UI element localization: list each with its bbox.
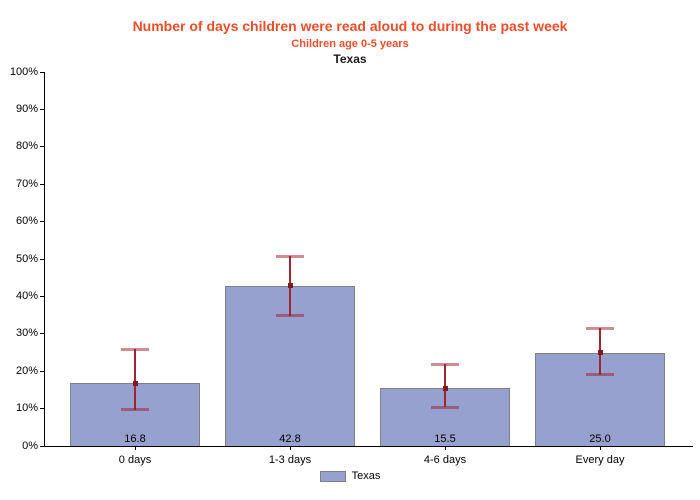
x-axis-tick-label: 0 days <box>118 454 152 466</box>
x-axis-tick-label: 4-6 days <box>423 454 467 466</box>
error-bar-marker <box>132 380 138 386</box>
x-axis-tick <box>444 446 446 450</box>
y-axis-tick <box>40 108 44 110</box>
error-bar-cap-bottom <box>121 408 149 412</box>
y-axis-tick-label: 70% <box>15 177 38 190</box>
x-axis-tick <box>599 446 601 450</box>
bar-value-label: 16.8 <box>124 433 146 445</box>
chart-region-title: Texas <box>333 52 367 66</box>
chart-subtitle: Children age 0-5 years <box>291 38 409 50</box>
error-bar-marker <box>597 350 603 355</box>
y-axis-tick <box>40 408 44 410</box>
y-axis-tick <box>40 295 44 297</box>
error-bar-marker <box>287 283 293 289</box>
y-axis-tick <box>40 370 44 372</box>
bar-value-label: 25.0 <box>589 433 611 445</box>
y-axis-tick-label: 80% <box>15 140 38 153</box>
chart-title: Number of days children were read aloud … <box>132 18 568 34</box>
y-axis-tick <box>40 333 44 335</box>
error-bar-cap-top <box>431 362 459 366</box>
error-bar-marker <box>442 385 448 391</box>
y-axis-tick <box>40 258 44 260</box>
y-axis-tick <box>40 221 44 223</box>
y-axis-tick-label: 0% <box>22 439 38 452</box>
y-axis-tick-label: 90% <box>15 102 38 115</box>
error-bar-cap-top <box>586 326 614 330</box>
y-axis-tick-label: 30% <box>15 327 38 340</box>
bar-value-label: 15.5 <box>434 433 456 445</box>
y-axis-tick <box>40 71 44 73</box>
plot-area: 0% 10% 20% 30% 40% 50% 60% 70% 80% 90% 100% 16.8 0 d… <box>10 66 693 466</box>
legend-swatch-texas <box>319 470 346 482</box>
bar-value-label: 42.8 <box>279 433 301 445</box>
y-axis-tick <box>40 445 44 447</box>
error-bar-cap-bottom <box>586 373 614 377</box>
error-bar-line <box>134 349 136 410</box>
x-axis-tick <box>289 446 291 450</box>
x-axis-tick-label: 1-3 days <box>268 454 312 466</box>
y-axis-tick-label: 100% <box>9 65 38 78</box>
y-axis-tick-label: 20% <box>15 364 38 377</box>
error-bar-cap-bottom <box>431 405 459 409</box>
y-axis-tick-label: 60% <box>15 215 38 228</box>
error-bar-cap-top <box>121 347 149 351</box>
y-axis-tick <box>40 146 44 148</box>
y-axis-tick <box>40 183 44 185</box>
y-axis-tick-label: 50% <box>15 252 38 265</box>
y-axis-tick-label: 40% <box>15 289 38 302</box>
y-axis-tick-label: 10% <box>15 402 38 415</box>
error-bar-cap-bottom <box>276 314 304 318</box>
legend: Texas <box>0 470 700 482</box>
x-axis-tick <box>134 446 136 450</box>
legend-label: Texas <box>351 470 381 482</box>
error-bar-cap-top <box>276 254 304 258</box>
x-axis-tick-label: Every day <box>575 454 625 466</box>
